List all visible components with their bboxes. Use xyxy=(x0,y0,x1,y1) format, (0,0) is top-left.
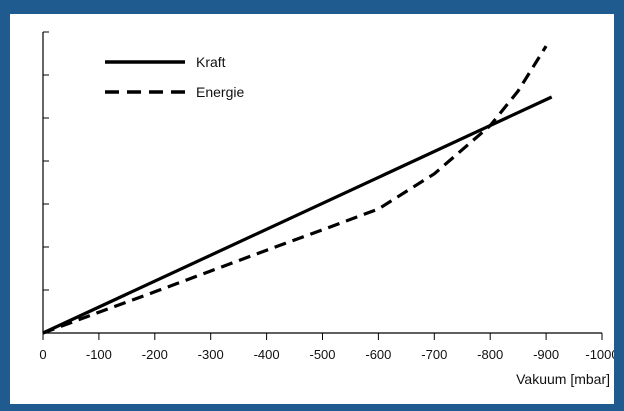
x-tick-label: -100 xyxy=(86,347,112,362)
legend-label-energie: Energie xyxy=(196,84,244,100)
x-tick-label: -700 xyxy=(421,347,447,362)
series-lines xyxy=(42,45,553,335)
legend: Kraft Energie xyxy=(105,54,244,100)
ticks: 0 -100 -200 -300 -400 -500 -600 -700 -800 -900 -10… xyxy=(39,31,619,362)
series-kraft-line xyxy=(42,95,553,335)
x-tick-label: 0 xyxy=(39,347,46,362)
x-tick-label: -500 xyxy=(309,347,335,362)
line-chart: 0 -100 -200 -300 -400 -500 -600 -700 -800 -900 -10… xyxy=(39,31,619,387)
x-tick-label: -300 xyxy=(198,347,224,362)
x-tick-label: -800 xyxy=(477,347,503,362)
x-tick-label: -600 xyxy=(365,347,391,362)
axes xyxy=(42,32,602,334)
x-tick-label: -400 xyxy=(254,347,280,362)
x-tick-label: -1000 xyxy=(585,347,614,362)
x-axis-title: Vakuum [mbar] xyxy=(516,371,610,387)
x-tick-label: -200 xyxy=(142,347,168,362)
chart-panel: 0 -100 -200 -300 -400 -500 -600 -700 -800 -900 -10… xyxy=(10,14,619,404)
legend-label-kraft: Kraft xyxy=(196,54,226,70)
series-energie-line xyxy=(42,45,548,335)
x-tick-label: -900 xyxy=(533,347,559,362)
